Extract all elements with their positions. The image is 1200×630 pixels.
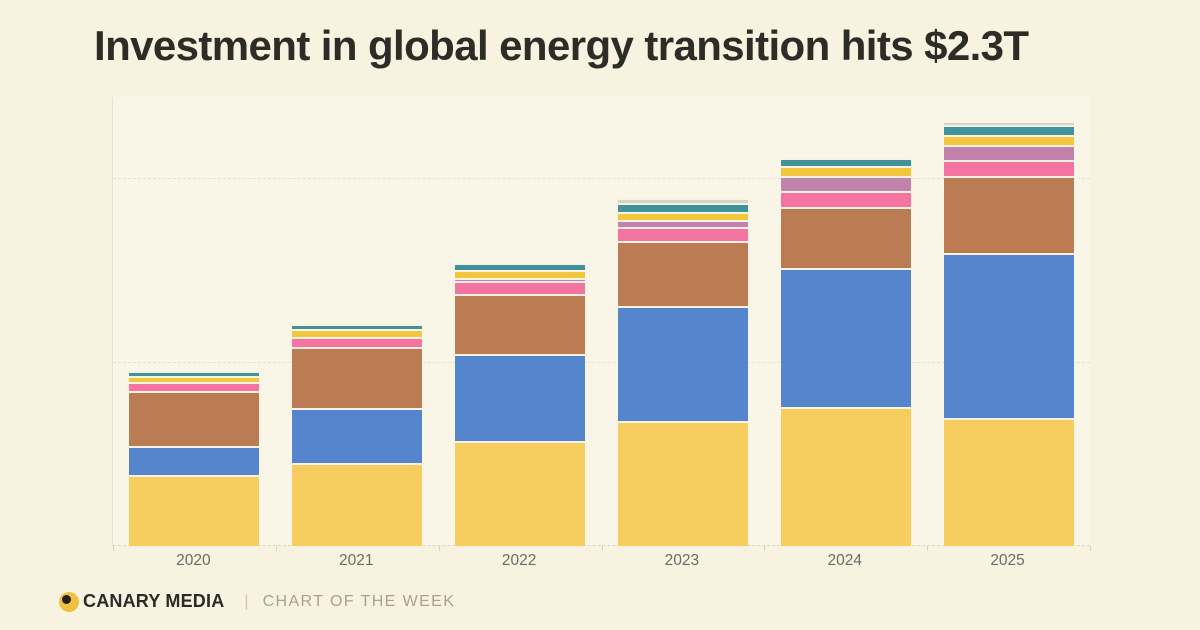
footer-divider: | [244,592,249,610]
x-axis-label-2022: 2022 [501,552,537,569]
teal-segment-2025 [943,125,1074,136]
gold-segment-2024 [780,166,911,177]
bar-column-2024 [764,97,927,546]
yellow-segment-2025 [943,417,1074,546]
mauve-segment-2025 [943,145,1074,161]
gold-segment-2025 [943,135,1074,146]
bar-column-2023 [601,97,764,546]
blue-segment-2025 [943,252,1074,418]
x-axis-label-2025: 2025 [990,552,1025,569]
yellow-segment-2021 [292,463,423,546]
gold-segment-2023 [617,212,748,221]
gridline-2000 [113,178,1090,180]
brown-segment-2025 [943,176,1074,253]
mauve-segment-2022 [455,277,586,281]
gold-segment-2022 [455,269,586,278]
yellow-segment-2023 [617,420,748,546]
stacked-bar-2020 [129,370,260,546]
gridline-1000 [113,361,1090,363]
pink-segment-2025 [943,160,1074,177]
teal-segment-2022 [455,262,586,270]
stacked-bar-2022 [455,262,586,546]
axis-tick [764,546,766,551]
axis-tick [113,546,114,551]
brown-segment-2024 [780,206,911,269]
blue-segment-2022 [455,354,586,441]
x-axis-baseline [113,545,1090,546]
chart-title: Investment in global energy transition h… [94,22,1029,69]
pink-segment-2024 [780,190,911,207]
bar-column-2025 [927,97,1090,546]
mauve-segment-2024 [780,176,911,191]
axis-tick [601,546,603,551]
brown-segment-2020 [129,390,260,447]
bar-column-2020 [113,97,276,546]
pink-segment-2021 [292,336,423,347]
yellow-segment-2024 [780,406,911,546]
chart-of-the-week-label: CHART OF THE WEEK [262,592,456,610]
blue-segment-2023 [617,305,748,421]
gray-segment-2023 [617,198,748,203]
canary-media-logo-icon [59,591,79,612]
brand-name: CANARY MEDIA [83,591,225,611]
blue-segment-2021 [292,407,423,464]
axis-tick [275,546,277,551]
pink-segment-2022 [455,280,586,295]
x-axis-label-2020: 2020 [176,552,211,569]
teal-segment-2021 [292,323,423,330]
stacked-bar-2025 [943,120,1074,546]
axis-tick [1090,546,1091,551]
plot-area [112,97,1091,551]
gold-segment-2021 [292,329,423,337]
gray-segment-2025 [943,120,1074,126]
stacked-bar-2021 [292,323,423,546]
brown-segment-2022 [455,294,586,355]
x-axis-label-2021: 2021 [339,552,374,569]
teal-segment-2023 [617,202,748,213]
pink-segment-2020 [129,381,260,391]
axis-tick [438,546,440,551]
x-axis-label-2023: 2023 [664,552,700,569]
x-axis-label-2024: 2024 [827,552,862,569]
teal-segment-2020 [129,370,260,377]
footer: CANARY MEDIA | CHART OF THE WEEK [59,591,455,612]
mauve-segment-2023 [617,220,748,228]
blue-segment-2020 [129,446,260,476]
bar-column-2022 [439,97,602,546]
teal-segment-2024 [780,157,911,167]
pink-segment-2023 [617,227,748,242]
brown-segment-2023 [617,241,748,306]
bar-column-2021 [276,97,439,546]
brown-segment-2021 [292,346,423,408]
x-axis-labels: 2020 2021 2022 2023 2024 2025 [112,552,1089,570]
yellow-segment-2020 [129,475,260,546]
bars-container [113,97,1090,546]
stacked-bar-2023 [617,198,748,546]
axis-tick [927,546,929,551]
blue-segment-2024 [780,268,911,407]
gold-segment-2020 [129,376,260,382]
yellow-segment-2022 [455,440,586,546]
logo-eye-dot [62,594,71,604]
stacked-bar-2024 [780,157,911,546]
